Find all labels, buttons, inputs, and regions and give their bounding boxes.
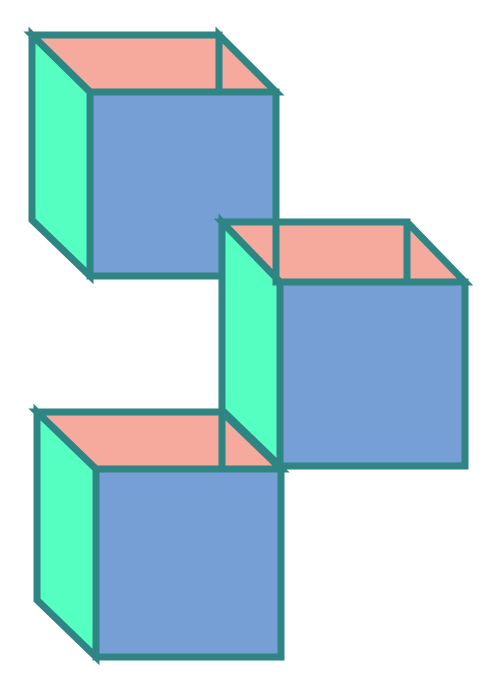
cube-top: [23, 26, 285, 285]
cube-middle-front-face: [276, 278, 469, 470]
cube-bottom-front-face: [92, 465, 285, 661]
cube-top-back-face: [215, 26, 285, 96]
cube-middle: [213, 213, 474, 475]
cube-bottom: [28, 403, 290, 666]
